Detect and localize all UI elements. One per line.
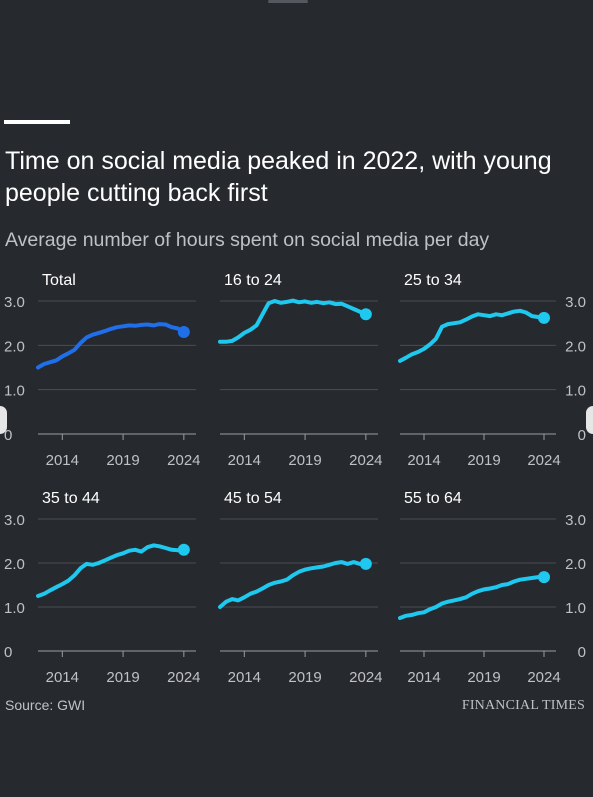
x-tick-label: 2019 [467, 452, 500, 469]
y-tick-label: 1.0 [4, 600, 25, 617]
x-tick-label: 2024 [167, 669, 200, 686]
x-tick-label: 2019 [106, 452, 139, 469]
next-handle[interactable] [586, 406, 593, 434]
chart-title: Time on social media peaked in 2022, wit… [5, 147, 552, 207]
panel-title: 25 to 34 [404, 272, 462, 289]
chart-subtitle: Average number of hours spent on social … [5, 229, 490, 251]
x-tick-label: 2019 [467, 669, 500, 686]
window-top-mark [268, 0, 308, 3]
y-tick-label: 2.0 [565, 556, 586, 573]
x-tick-label: 2019 [106, 669, 139, 686]
y-tick-label: 0 [578, 427, 586, 444]
x-tick-label: 2014 [46, 452, 79, 469]
y-tick-label: 2.0 [4, 556, 25, 573]
y-tick-label: 1.0 [565, 383, 586, 400]
y-tick-label: 0 [4, 427, 12, 444]
series-line [36, 543, 186, 598]
y-tick-label: 0 [4, 644, 12, 661]
source-note: Source: GWI [5, 697, 86, 713]
panel-title: Total [42, 272, 76, 289]
y-tick-label: 3.0 [4, 294, 25, 311]
x-tick-label: 2019 [288, 452, 321, 469]
x-tick-label: 2014 [228, 669, 261, 686]
x-tick-label: 2014 [407, 452, 440, 469]
y-tick-label: 1.0 [4, 383, 25, 400]
publisher-logo: FINANCIAL TIMES [461, 698, 585, 713]
series-line [218, 298, 368, 344]
prev-handle[interactable] [0, 406, 7, 434]
panel-title: 16 to 24 [224, 272, 282, 289]
series-end-point [359, 557, 372, 570]
y-tick-label: 3.0 [565, 294, 586, 311]
x-tick-label: 2014 [228, 452, 261, 469]
x-tick-label: 2024 [167, 452, 200, 469]
series-line [36, 322, 186, 370]
header-rule [4, 120, 70, 124]
series-line [398, 308, 546, 363]
x-tick-label: 2024 [527, 669, 560, 686]
series-end-point [538, 571, 550, 584]
series-end-point [177, 543, 190, 556]
panel-title: 55 to 64 [404, 490, 462, 507]
series-end-point [538, 311, 550, 324]
x-tick-label: 2014 [407, 669, 440, 686]
x-tick-label: 2024 [527, 452, 560, 469]
series-end-point [359, 308, 372, 321]
panel-title: 35 to 44 [42, 490, 100, 507]
x-tick-label: 2024 [349, 452, 382, 469]
y-tick-label: 2.0 [4, 338, 25, 355]
y-tick-label: 3.0 [4, 512, 25, 529]
x-tick-label: 2014 [46, 669, 79, 686]
y-tick-label: 2.0 [565, 338, 586, 355]
series-end-point [177, 326, 190, 339]
small-multiples-chart: 0 1.0 2.0 3.0 2014 2019 2024 Total 2014 2019 2024 1… [4, 272, 586, 686]
x-tick-label: 2024 [349, 669, 382, 686]
series-line [398, 575, 546, 620]
panel-title: 45 to 54 [224, 490, 282, 507]
x-tick-label: 2019 [288, 669, 321, 686]
series-line [218, 560, 368, 609]
y-tick-label: 1.0 [565, 600, 586, 617]
y-tick-label: 0 [578, 644, 586, 661]
y-tick-label: 3.0 [565, 512, 586, 529]
